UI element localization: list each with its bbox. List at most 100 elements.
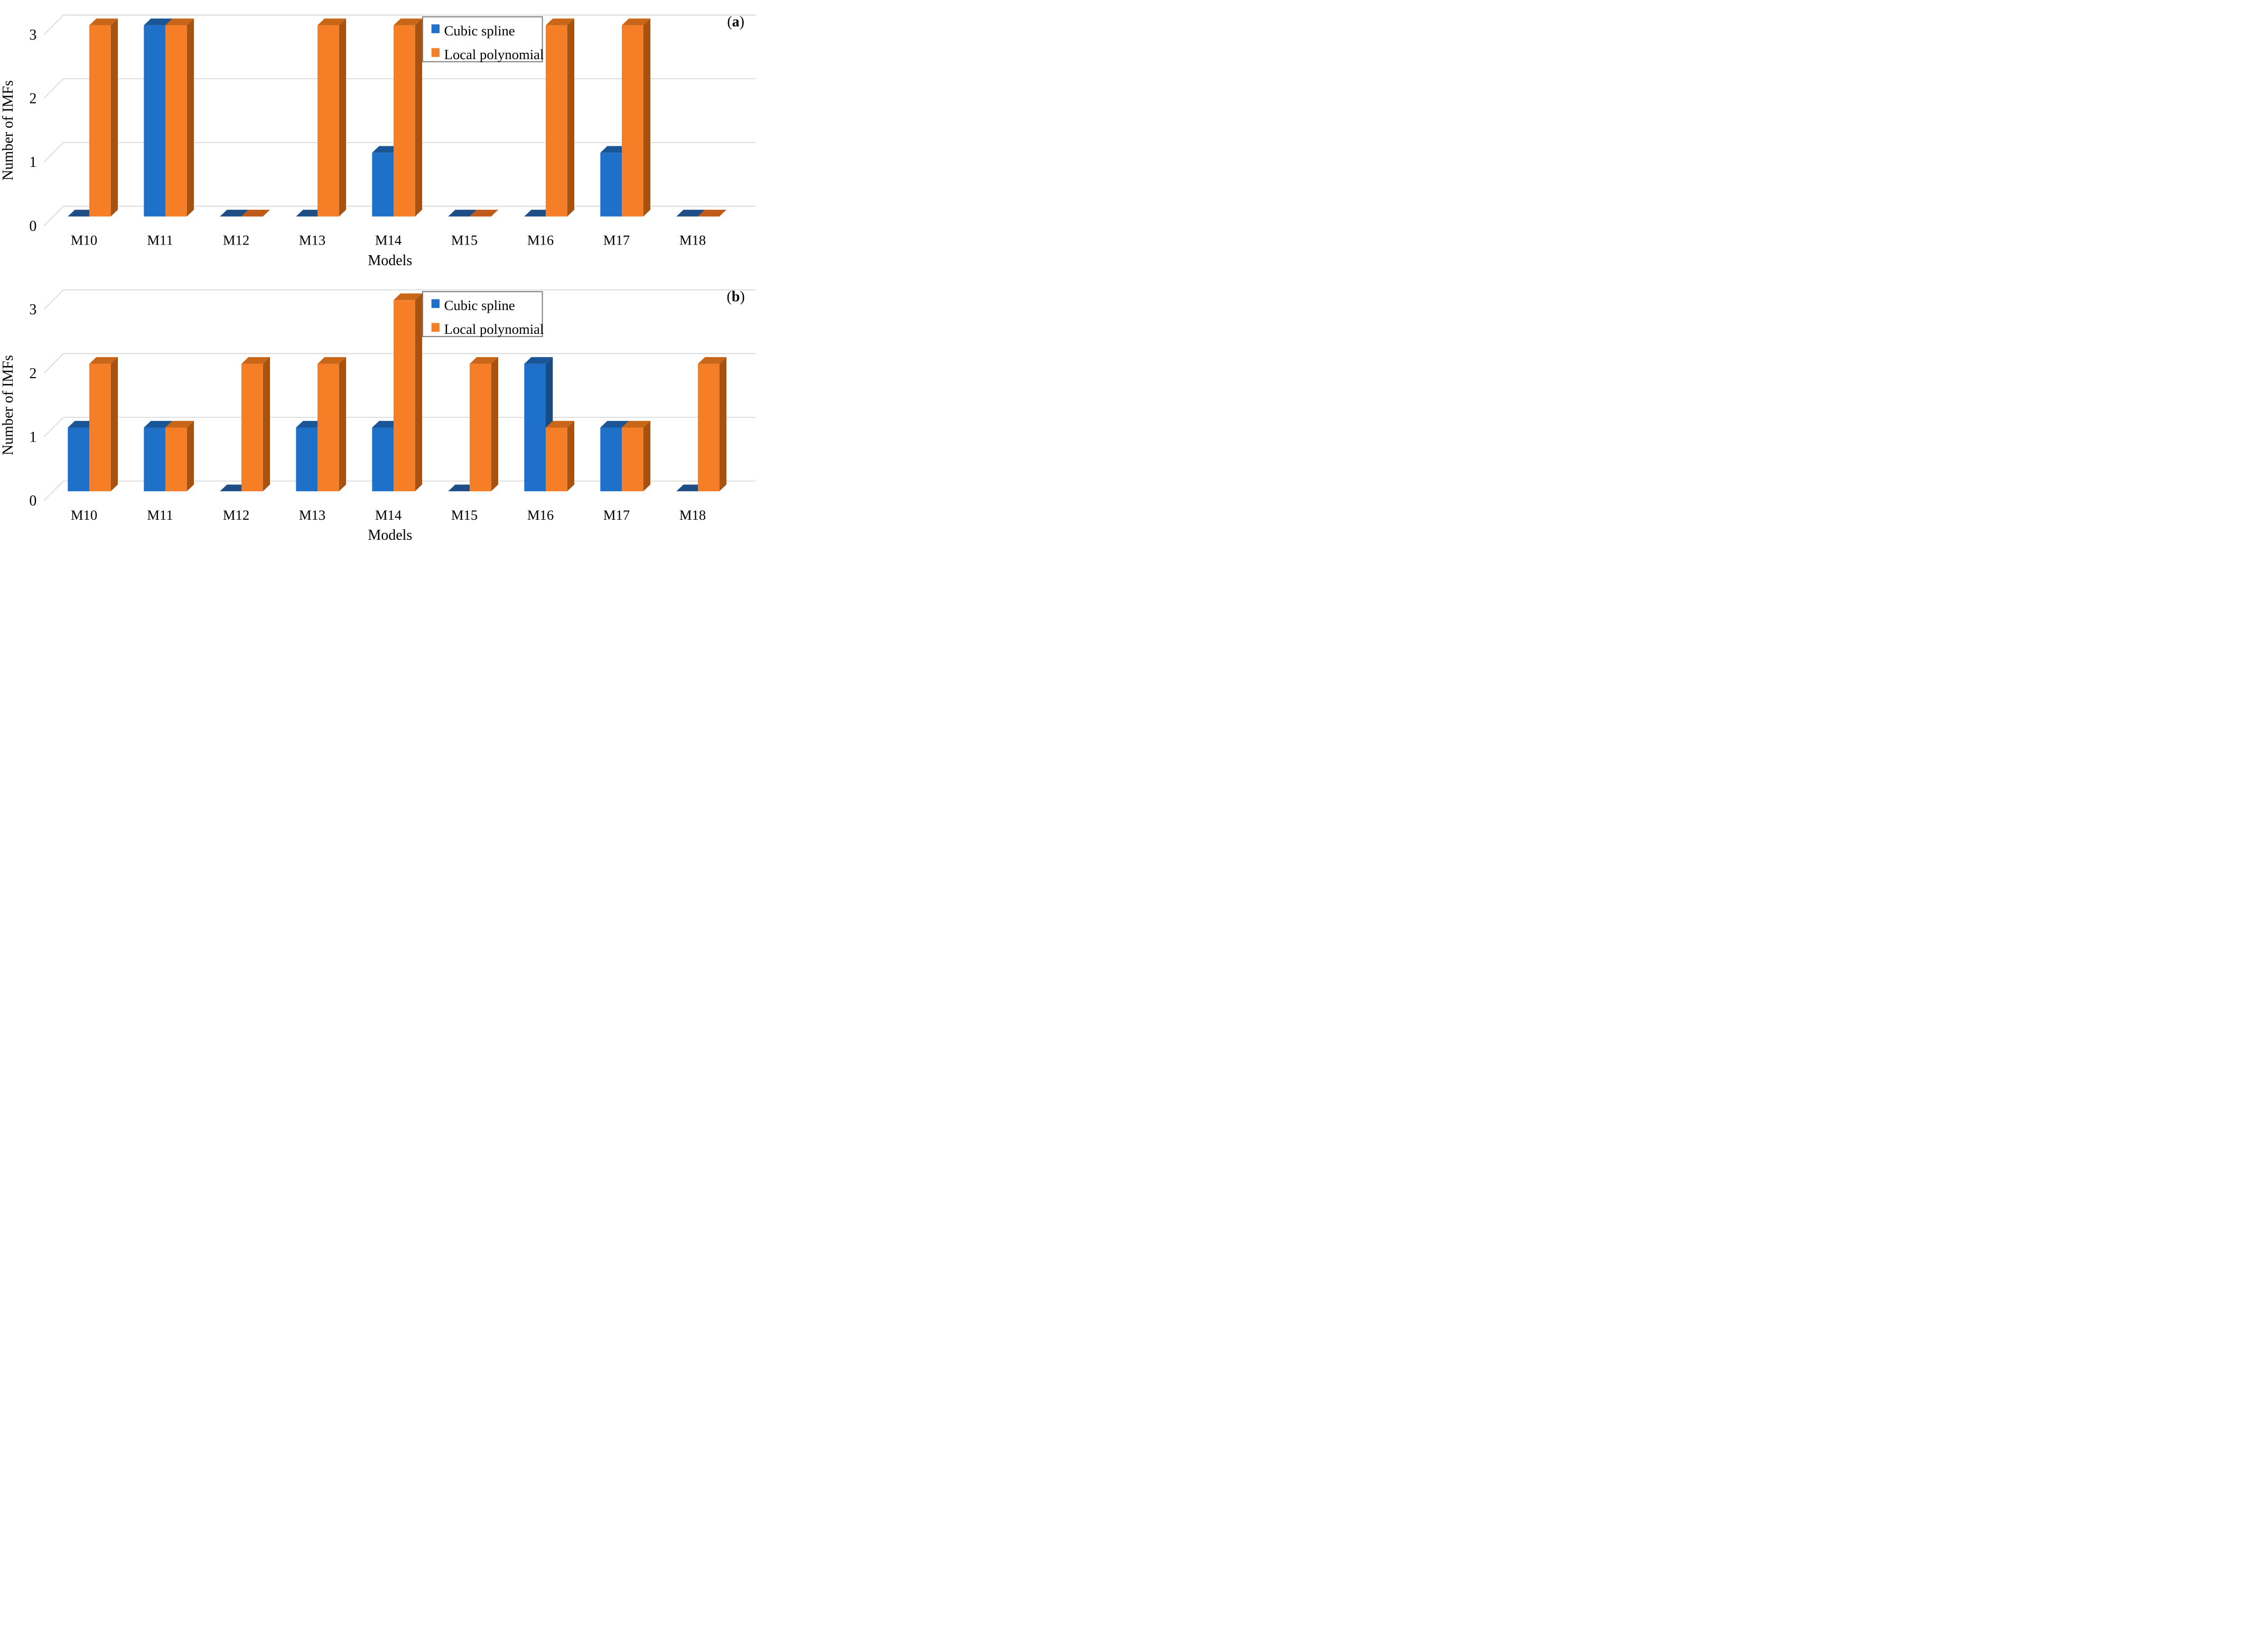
bar-local-polynomial-m15-top: [470, 357, 498, 364]
y-tick-label: 2: [29, 91, 36, 107]
bar-local-polynomial-m14-top: [394, 18, 422, 25]
bar-local-polynomial-m15-zero-tile: [470, 210, 498, 217]
x-category-label: M15: [451, 232, 478, 248]
bar-local-polynomial-m12-top: [241, 357, 270, 364]
x-category-label: M10: [71, 232, 97, 248]
bar-cubic-spline-m14-top: [372, 146, 401, 153]
x-category-label: M12: [223, 232, 249, 248]
gridline: [43, 142, 755, 163]
bar-local-polynomial-m11-front: [165, 25, 187, 217]
x-category-label: M15: [451, 507, 478, 523]
bar-local-polynomial-m14-front: [394, 25, 415, 217]
bar-cubic-spline-m14-front: [372, 427, 394, 492]
x-category-label: M13: [299, 507, 325, 523]
legend-swatch-local-polynomial: [431, 323, 440, 332]
legend-label-local-polynomial: Local polynomial: [444, 46, 544, 62]
bar-local-polynomial-m14-side: [415, 18, 422, 217]
gridline: [43, 353, 755, 374]
bar-local-polynomial-m10-side: [110, 18, 118, 217]
bar-local-polynomial-m15-side: [491, 357, 498, 492]
panel-a: 0 1 2 3 M10 M11 M12 M13 M14 M15 M16 M17 M18 Number of…: [0, 0, 756, 272]
bar-cubic-spline-m10-zero-tile: [68, 210, 97, 217]
bar-local-polynomial-m13-front: [318, 363, 339, 492]
bar-cubic-spline-m17-front: [600, 153, 622, 217]
x-category-label: M14: [375, 507, 402, 523]
bar-local-polynomial-m18-zero-tile: [698, 210, 726, 217]
y-tick-label: 1: [29, 154, 36, 171]
bar-local-polynomial-m13-side: [339, 357, 346, 492]
bar-local-polynomial-m10-front: [89, 363, 111, 492]
bar-cubic-spline-m18-zero-tile: [676, 210, 705, 217]
bar-cubic-spline-m14-top: [372, 420, 401, 428]
bar-local-polynomial-m16-top: [546, 18, 574, 25]
y-axis-title: Number of IMFs: [0, 80, 16, 181]
bar-cubic-spline-m14-front: [372, 153, 394, 217]
bar-cubic-spline-m16-zero-tile: [524, 210, 553, 217]
legend-box: [422, 291, 543, 338]
bar-local-polynomial-m14-front: [394, 300, 415, 492]
chart-a: 0 1 2 3 M10 M11 M12 M13 M14 M15 M16 M17 M18 Number of…: [0, 14, 755, 269]
y-tick-label: 0: [29, 493, 36, 509]
x-category-label: M11: [147, 507, 173, 523]
bar-local-polynomial-m12-side: [263, 357, 270, 492]
bar-local-polynomial-m14-top: [394, 293, 422, 301]
bar-local-polynomial-m11-top: [165, 18, 194, 25]
x-axis-title: Models: [368, 252, 412, 269]
legend-label-local-polynomial: Local polynomial: [444, 321, 544, 337]
bar-local-polynomial-m11-front: [165, 427, 187, 492]
x-category-label: M11: [147, 232, 173, 248]
gridline: [43, 78, 755, 99]
bar-cubic-spline-m16-top: [524, 357, 553, 364]
bar-cubic-spline-m12-zero-tile: [220, 210, 249, 217]
panel-label: (b): [727, 289, 745, 305]
bar-cubic-spline-m11-top: [144, 420, 173, 428]
x-category-label: M10: [71, 507, 97, 523]
bar-local-polynomial-m11-top: [165, 420, 194, 428]
bar-local-polynomial-m10-side: [110, 357, 118, 492]
bar-cubic-spline-m11-front: [144, 427, 165, 492]
bar-local-polynomial-m17-side: [643, 18, 650, 217]
bar-local-polynomial-m10-top: [89, 18, 118, 25]
x-category-label: M16: [527, 232, 554, 248]
x-category-label: M12: [223, 507, 249, 523]
bar-local-polynomial-m13-top: [318, 18, 346, 25]
bar-local-polynomial-m11-side: [186, 18, 194, 217]
bar-cubic-spline-m10-front: [68, 427, 89, 492]
bar-local-polynomial-m18-top: [698, 357, 726, 364]
x-category-label: M17: [603, 507, 630, 523]
bar-local-polynomial-m10-top: [89, 357, 118, 364]
x-category-label: M16: [527, 507, 554, 523]
gridline: [43, 289, 755, 310]
gridline: [43, 14, 755, 35]
x-category-label: M18: [679, 507, 706, 523]
bar-local-polynomial-m12-front: [241, 363, 263, 492]
y-tick-label: 0: [29, 218, 36, 235]
bar-local-polynomial-m13-front: [318, 25, 339, 217]
bar-cubic-spline-m17-top: [600, 420, 629, 428]
y-tick-label: 3: [29, 302, 36, 318]
bar-cubic-spline-m10-top: [68, 420, 97, 428]
bar-cubic-spline-m11-front: [144, 25, 165, 217]
bar-local-polynomial-m17-front: [622, 427, 643, 492]
panel-b: 0 1 2 3 M10 M11 M12 M13 M14 M15 M16 M17 M18 Number of…: [0, 272, 756, 544]
bar-local-polynomial-m18-side: [719, 357, 726, 492]
bar-local-polynomial-m17-side: [643, 420, 650, 492]
bar-cubic-spline-m17-front: [600, 427, 622, 492]
bar-cubic-spline-m17-top: [600, 146, 629, 153]
legend-label-cubic-spline: Cubic spline: [444, 297, 515, 313]
bar-local-polynomial-m16-front: [546, 25, 567, 217]
y-tick-label: 3: [29, 27, 36, 43]
x-category-label: M18: [679, 232, 706, 248]
x-axis-title: Models: [368, 527, 412, 543]
x-category-label: M14: [375, 232, 402, 248]
bar-local-polynomial-m14-side: [415, 293, 422, 492]
figure: 0 1 2 3 M10 M11 M12 M13 M14 M15 M16 M17 M18 Number of…: [0, 0, 756, 544]
panel-label: (a): [727, 14, 744, 30]
bar-local-polynomial-m17-front: [622, 25, 643, 217]
legend-box: [422, 16, 543, 62]
legend-swatch-local-polynomial: [431, 48, 440, 57]
y-tick-label: 2: [29, 365, 36, 382]
bar-cubic-spline-m13-front: [296, 427, 318, 492]
bar-local-polynomial-m12-zero-tile: [241, 210, 270, 217]
y-axis-title: Number of IMFs: [0, 355, 16, 455]
